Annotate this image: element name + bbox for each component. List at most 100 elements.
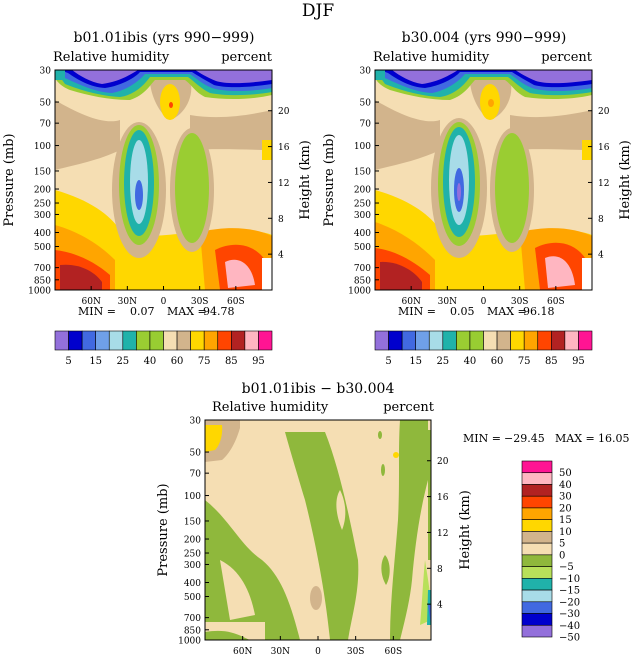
panel-c-ytick-label: 300 <box>184 561 201 571</box>
panel-b-colorbar-label: 85 <box>545 356 558 367</box>
panel-c-min-label: MIN = <box>463 432 501 445</box>
panel-a-ytick-label: 700 <box>34 264 51 274</box>
panel-c-colorbar-box <box>521 484 553 497</box>
panel-a-colorbar-label: 75 <box>198 356 211 367</box>
panel-c-max-value: 16.05 <box>598 432 630 445</box>
panel-c-ytick-right-label: 4 <box>437 601 443 611</box>
panel-b-ytick-label: 150 <box>354 167 371 177</box>
panel-a-ytick-label: 250 <box>34 200 51 210</box>
panel-a-ytick-right-label: 16 <box>278 143 290 153</box>
panel-a-xtick-label: 60S <box>227 297 245 307</box>
panel-a-colorbar-box <box>95 330 110 351</box>
panel-b-colorbar-label: 25 <box>436 356 449 367</box>
panel-b-colorbar-box <box>442 330 457 351</box>
panel-a-colorbar-box <box>231 330 246 351</box>
panel-a-subtitle-left: Relative humidity <box>53 50 170 65</box>
panel-c-ytick-right-label: 12 <box>437 529 448 539</box>
panel-c-colorbar-label: 30 <box>559 492 572 503</box>
panel-a-ytick-label: 300 <box>34 211 51 221</box>
panel-a-colorbar-box <box>258 330 273 351</box>
panel-b-colorbar-label: 95 <box>572 356 585 367</box>
panel-a-max-value: 94.78 <box>203 305 235 318</box>
panel-b-ytick-right-label: 16 <box>598 143 610 153</box>
panel-a-colorbar-box <box>54 330 69 351</box>
panel-c-xtick-label: 30S <box>347 647 365 657</box>
panel-b-ylabel-right: Height (km) <box>618 140 633 220</box>
panel-b-subtitle-right: percent <box>541 50 593 65</box>
panel-b-colorbar-label: 60 <box>491 356 504 367</box>
panel-a-ytick-right-label: 12 <box>278 179 289 189</box>
panel-b-ytick-right-label: 12 <box>598 179 609 189</box>
panel-a-ylabel-right: Height (km) <box>298 140 313 220</box>
panel-b-xtick-label: 60S <box>547 297 565 307</box>
panel-b-xtick-label: 30N <box>438 297 457 307</box>
panel-a-subtitle-right: percent <box>221 50 273 65</box>
panel-c-colorbar-box <box>521 519 553 532</box>
panel-a-ytick-label: 500 <box>34 243 51 253</box>
panel-b-title: b30.004 (yrs 990−999) <box>402 30 567 46</box>
panel-c-colorbar-box <box>521 578 553 591</box>
panel-c-ylabel: Pressure (mb) <box>156 483 171 576</box>
panel-b-min-label: MIN = <box>398 305 436 318</box>
panel-b-xtick-label: 60N <box>402 297 421 307</box>
panel-b-colorbar-box <box>401 330 416 351</box>
panel-a-xtick-label: 30N <box>118 297 137 307</box>
panel-b-colorbar-box <box>510 330 525 351</box>
panel-a-ytick-label: 1000 <box>28 287 51 297</box>
panel-c-ytick-label: 250 <box>184 550 201 560</box>
panel-b-max-label: MAX = <box>487 305 527 318</box>
panel-c-colorbar-label: 0 <box>559 550 565 561</box>
panel-a-colorbar-box <box>136 330 151 351</box>
panel-a-xtick-label: 0 <box>161 297 167 307</box>
panel-c: b01.01ibis − b30.004 Relative humidity p… <box>156 381 630 641</box>
panel-a-colorbar-label: 95 <box>252 356 265 367</box>
panel-b-max-value: 96.18 <box>523 305 555 318</box>
panel-c-min-value: −29.45 <box>504 432 545 445</box>
panel-a-colorbar-label: 5 <box>65 356 71 367</box>
panel-c-colorbar-box <box>521 495 553 509</box>
panel-c-colorbar-label: −10 <box>559 574 580 585</box>
figure-title: DJF <box>302 1 334 21</box>
panel-c-ytick-label: 1000 <box>178 637 201 647</box>
panel-c-ytick-right-label: 8 <box>437 565 443 575</box>
panel-a-ytick-right-label: 20 <box>278 107 290 117</box>
panel-c-ytick-label: 850 <box>184 626 201 636</box>
panel-b-ytick-label: 850 <box>354 276 371 286</box>
panel-a-colorbar-box <box>149 330 164 351</box>
panel-a-ytick-right-label: 4 <box>278 251 284 261</box>
panel-b-colorbar-box <box>428 330 444 351</box>
panel-b-colorbar-box <box>551 330 566 351</box>
panel-c-colorbar-box <box>521 589 553 603</box>
panel-b-ytick-label: 100 <box>354 142 371 152</box>
panel-a-colorbar-box <box>163 330 178 351</box>
panel-a-colorbar-box <box>108 330 124 351</box>
panel-b-colorbar-box <box>564 330 579 351</box>
panel-a-xtick-label: 30S <box>191 297 209 307</box>
panel-b-colorbar-label: 5 <box>385 356 391 367</box>
panel-a-ytick-label: 70 <box>40 120 52 130</box>
panel-c-colorbar-label: 40 <box>559 480 572 491</box>
panel-b-ytick-right-label: 20 <box>598 107 610 117</box>
panel-a-colorbar-box <box>122 330 137 351</box>
panel-b-colorbar-box <box>578 330 593 351</box>
panel-b-xtick-label: 0 <box>481 297 487 307</box>
panel-c-colorbar-label: 50 <box>559 468 572 479</box>
panel-b-colorbar-box <box>496 330 511 351</box>
panel-a-ytick-label: 50 <box>40 99 52 109</box>
panel-b-ytick-label: 1000 <box>348 287 371 297</box>
panel-a-ytick-label: 150 <box>34 167 51 177</box>
panel-c-ytick-label: 100 <box>184 492 201 502</box>
panel-b-ytick-label: 500 <box>354 243 371 253</box>
panel-c-colorbar-box <box>521 507 553 520</box>
panel-c-xtick-label: 0 <box>315 647 321 657</box>
panel-c-colorbar-label: −15 <box>559 586 580 597</box>
panel-b-ytick-label: 200 <box>354 186 371 196</box>
panel-b-ytick-label: 700 <box>354 264 371 274</box>
panel-a-ytick-label: 850 <box>34 276 51 286</box>
panel-c-ytick-label: 150 <box>184 517 201 527</box>
panel-a-ytick-label: 200 <box>34 186 51 196</box>
panel-b-colorbar-box <box>483 330 498 351</box>
panel-c-colorbar-box <box>521 472 553 485</box>
panel-c-xtick-label: 60N <box>233 647 252 657</box>
panel-c-ytick-right-label: 20 <box>437 457 449 467</box>
